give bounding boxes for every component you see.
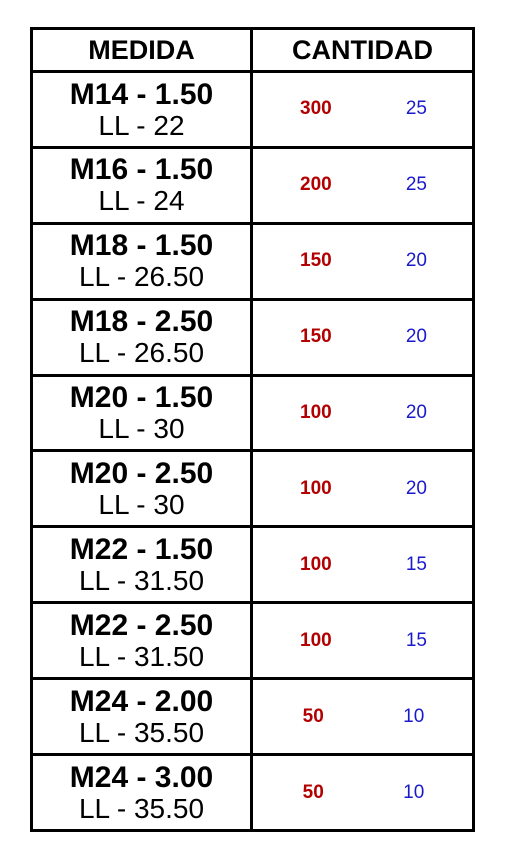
medida-cell: M14 - 1.50 LL - 22	[30, 70, 253, 149]
table-row: M18 - 1.50 LL - 26.50 150 20	[30, 221, 475, 301]
ll-value: LL - 26.50	[78, 337, 205, 369]
cantidad-cell: 150 20	[250, 221, 475, 301]
cantidad-cell: 50 10	[250, 677, 475, 757]
quantity-primary: 100	[300, 402, 332, 423]
medida-cell: M20 - 1.50 LL - 30	[30, 373, 253, 453]
quantity-secondary: 15	[405, 629, 427, 651]
medida-cell: M18 - 1.50 LL - 26.50	[30, 221, 253, 301]
quantity-primary: 100	[300, 553, 332, 575]
table-row: M24 - 3.00 LL - 35.50 50 10	[30, 753, 475, 832]
thread-size: M20 - 1.50	[69, 381, 214, 415]
table-row: M20 - 2.50 LL - 30 100 20	[30, 449, 475, 529]
ll-value: LL - 30	[98, 489, 185, 520]
quantity-secondary: 20	[405, 326, 427, 348]
quantity-secondary: 10	[403, 705, 425, 727]
quantity-primary: 50	[302, 705, 324, 727]
cantidad-cell: 100 20	[250, 449, 475, 529]
table-body: M14 - 1.50 LL - 22 300 25 M16 - 1.50 LL - 24 2…	[30, 70, 475, 832]
quantity-pair: 150 20	[253, 326, 472, 348]
quantity-pair: 150 20	[253, 250, 472, 272]
size-quantity-table: MEDIDA CANTIDAD M14 - 1.50 LL - 22 300 25 M1…	[30, 27, 475, 832]
header-cantidad: CANTIDAD	[250, 27, 475, 73]
medida-cell: M24 - 2.00 LL - 35.50	[30, 677, 253, 757]
quantity-secondary: 20	[405, 402, 427, 423]
ll-value: LL - 35.50	[78, 792, 205, 824]
quantity-secondary: 15	[405, 553, 427, 575]
cantidad-cell: 200 25	[250, 145, 475, 225]
quantity-pair: 100 15	[253, 554, 472, 576]
quantity-pair: 200 25	[253, 174, 472, 196]
thread-size: M24 - 3.00	[69, 760, 214, 794]
cantidad-cell: 300 25	[250, 70, 475, 149]
table-row: M22 - 2.50 LL - 31.50 100 15	[30, 601, 475, 681]
quantity-secondary: 25	[405, 98, 427, 120]
medida-cell: M18 - 2.50 LL - 26.50	[30, 297, 253, 377]
table-row: M24 - 2.00 LL - 35.50 50 10	[30, 677, 475, 757]
thread-size: M20 - 2.50	[69, 457, 214, 490]
cantidad-cell: 150 20	[250, 297, 475, 377]
medida-cell: M16 - 1.50 LL - 24	[30, 145, 253, 225]
quantity-primary: 50	[302, 781, 324, 803]
quantity-secondary: 20	[405, 250, 427, 272]
ll-value: LL - 35.50	[78, 716, 205, 748]
thread-size: M22 - 1.50	[69, 532, 214, 566]
quantity-primary: 100	[300, 629, 332, 651]
thread-size: M18 - 2.50	[69, 305, 214, 339]
quantity-secondary: 10	[403, 781, 425, 803]
ll-value: LL - 31.50	[78, 564, 205, 596]
ll-value: LL - 31.50	[78, 640, 205, 672]
quantity-pair: 100 20	[253, 402, 472, 424]
table-row: M22 - 1.50 LL - 31.50 100 15	[30, 525, 475, 605]
ll-value: LL - 26.50	[78, 261, 205, 293]
ll-value: LL - 30	[98, 413, 185, 445]
thread-size: M18 - 1.50	[69, 229, 214, 263]
header-medida: MEDIDA	[30, 27, 253, 73]
quantity-pair: 50 10	[253, 706, 472, 728]
cantidad-cell: 50 10	[250, 753, 475, 832]
quantity-primary: 150	[300, 326, 332, 348]
medida-cell: M22 - 2.50 LL - 31.50	[30, 601, 253, 681]
table-row: M14 - 1.50 LL - 22 300 25	[30, 70, 475, 149]
thread-size: M14 - 1.50	[69, 77, 214, 111]
header-row: MEDIDA CANTIDAD	[30, 27, 475, 73]
table-row: M18 - 2.50 LL - 26.50 150 20	[30, 297, 475, 377]
cantidad-cell: 100 15	[250, 601, 475, 681]
cantidad-cell: 100 20	[250, 373, 475, 453]
quantity-pair: 300 25	[253, 98, 472, 120]
quantity-primary: 150	[300, 250, 332, 272]
thread-size: M22 - 2.50	[69, 608, 214, 642]
table-row: M20 - 1.50 LL - 30 100 20	[30, 373, 475, 453]
thread-size: M24 - 2.00	[69, 684, 214, 718]
quantity-secondary: 25	[405, 174, 427, 196]
quantity-pair: 100 20	[253, 478, 472, 500]
quantity-secondary: 20	[405, 477, 427, 499]
cantidad-cell: 100 15	[250, 525, 475, 605]
medida-cell: M24 - 3.00 LL - 35.50	[30, 753, 253, 832]
quantity-pair: 50 10	[253, 782, 472, 804]
ll-value: LL - 22	[98, 109, 185, 141]
medida-cell: M22 - 1.50 LL - 31.50	[30, 525, 253, 605]
table-row: M16 - 1.50 LL - 24 200 25	[30, 145, 475, 225]
medida-cell: M20 - 2.50 LL - 30	[30, 449, 253, 529]
quantity-primary: 200	[300, 174, 332, 196]
quantity-pair: 100 15	[253, 630, 472, 652]
quantity-primary: 100	[300, 477, 332, 499]
ll-value: LL - 24	[98, 185, 185, 217]
quantity-primary: 300	[300, 98, 332, 120]
thread-size: M16 - 1.50	[69, 153, 214, 187]
